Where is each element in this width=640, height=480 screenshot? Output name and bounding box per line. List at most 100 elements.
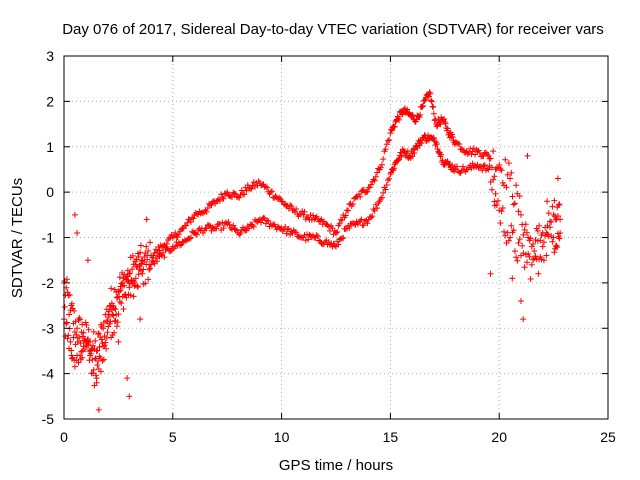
data-point xyxy=(98,323,105,330)
data-point xyxy=(548,218,555,225)
data-point xyxy=(434,122,441,129)
data-point xyxy=(550,211,557,218)
data-point xyxy=(78,348,85,355)
data-point xyxy=(107,303,114,310)
data-point xyxy=(65,292,72,299)
data-point xyxy=(411,149,418,156)
data-points xyxy=(61,89,564,413)
data-point xyxy=(324,221,331,228)
data-point xyxy=(439,157,446,164)
data-point xyxy=(226,221,233,228)
data-point xyxy=(137,261,144,268)
data-point xyxy=(79,321,86,328)
data-point xyxy=(494,197,501,204)
data-point xyxy=(438,151,445,158)
data-point xyxy=(112,306,119,313)
data-point xyxy=(100,325,107,332)
data-point xyxy=(92,372,99,379)
data-point xyxy=(387,130,394,137)
data-point xyxy=(115,338,122,345)
data-point xyxy=(71,363,78,370)
data-point xyxy=(540,257,547,264)
data-point xyxy=(398,153,405,160)
data-point xyxy=(513,182,520,189)
data-point xyxy=(66,311,73,318)
data-point xyxy=(526,253,533,260)
data-point xyxy=(88,346,95,353)
data-point xyxy=(401,148,408,155)
data-point xyxy=(549,238,556,245)
data-point xyxy=(81,337,88,344)
data-point xyxy=(85,326,92,333)
data-point xyxy=(237,230,244,237)
data-point xyxy=(427,90,434,97)
data-point xyxy=(386,136,393,143)
data-point xyxy=(532,253,539,260)
data-point xyxy=(378,194,385,201)
data-point xyxy=(498,167,505,174)
data-point xyxy=(390,123,397,130)
data-point xyxy=(124,375,131,382)
data-point xyxy=(220,225,227,232)
data-point xyxy=(167,248,174,255)
data-point xyxy=(120,306,127,313)
data-point xyxy=(187,219,194,226)
data-point xyxy=(492,190,499,197)
data-point xyxy=(444,125,451,132)
data-point xyxy=(154,258,161,265)
data-point xyxy=(543,252,550,259)
data-point xyxy=(301,208,308,215)
data-point xyxy=(66,291,73,298)
data-point xyxy=(434,145,441,152)
data-point xyxy=(410,146,417,153)
gridlines xyxy=(64,56,608,419)
data-point xyxy=(105,308,112,315)
data-point xyxy=(503,184,510,191)
data-point xyxy=(552,216,559,223)
data-point xyxy=(220,195,227,202)
data-point xyxy=(137,242,144,249)
data-point xyxy=(137,267,144,274)
data-point xyxy=(61,304,68,311)
data-point xyxy=(224,189,231,196)
data-point xyxy=(530,256,537,263)
data-point xyxy=(85,342,92,349)
data-point xyxy=(368,181,375,188)
data-point xyxy=(497,165,504,172)
data-point xyxy=(429,103,436,110)
data-point xyxy=(139,270,146,277)
data-point xyxy=(554,175,561,182)
data-point xyxy=(127,292,134,299)
data-point xyxy=(510,227,517,234)
data-point xyxy=(74,229,81,236)
data-point xyxy=(524,229,531,236)
data-point xyxy=(172,229,179,236)
data-point xyxy=(216,197,223,204)
data-point xyxy=(208,202,215,209)
data-point xyxy=(382,186,389,193)
x-tick-label: 15 xyxy=(383,429,399,445)
data-point xyxy=(374,169,381,176)
data-point xyxy=(335,241,342,248)
data-point xyxy=(430,103,437,110)
data-point xyxy=(213,225,220,232)
data-point xyxy=(305,236,312,243)
data-point xyxy=(67,338,74,345)
data-point xyxy=(551,197,558,204)
data-point xyxy=(480,163,487,170)
data-point xyxy=(119,279,126,286)
data-point xyxy=(314,233,321,240)
data-point xyxy=(95,330,102,337)
data-point xyxy=(378,161,385,168)
data-point xyxy=(406,153,413,160)
y-tick-label: -3 xyxy=(42,320,55,336)
data-point xyxy=(215,196,222,203)
data-point xyxy=(287,202,294,209)
data-point xyxy=(258,219,265,226)
data-point xyxy=(428,98,435,105)
data-point xyxy=(230,222,237,229)
data-point xyxy=(83,322,90,329)
data-point xyxy=(68,300,75,307)
data-point xyxy=(458,145,465,152)
data-point xyxy=(496,161,503,168)
